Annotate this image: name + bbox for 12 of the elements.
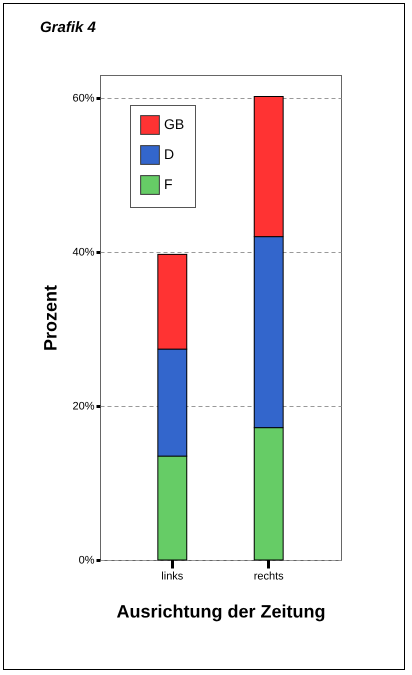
legend-label: F xyxy=(164,176,173,192)
legend-label: D xyxy=(164,146,174,162)
chart-title: Grafik 4 xyxy=(40,19,97,36)
x-tick-label: rechts xyxy=(254,570,284,582)
y-tick-label: 20% xyxy=(72,400,95,413)
x-tick-label: links xyxy=(161,570,184,582)
x-axis-title: Ausrichtung der Zeitung xyxy=(116,602,326,622)
y-tick-label: 60% xyxy=(72,92,95,105)
y-axis-title: Prozent xyxy=(40,284,60,352)
y-tick-label: 0% xyxy=(78,554,95,566)
y-tick-label: 40% xyxy=(72,246,95,259)
legend-label: GB xyxy=(164,116,184,132)
